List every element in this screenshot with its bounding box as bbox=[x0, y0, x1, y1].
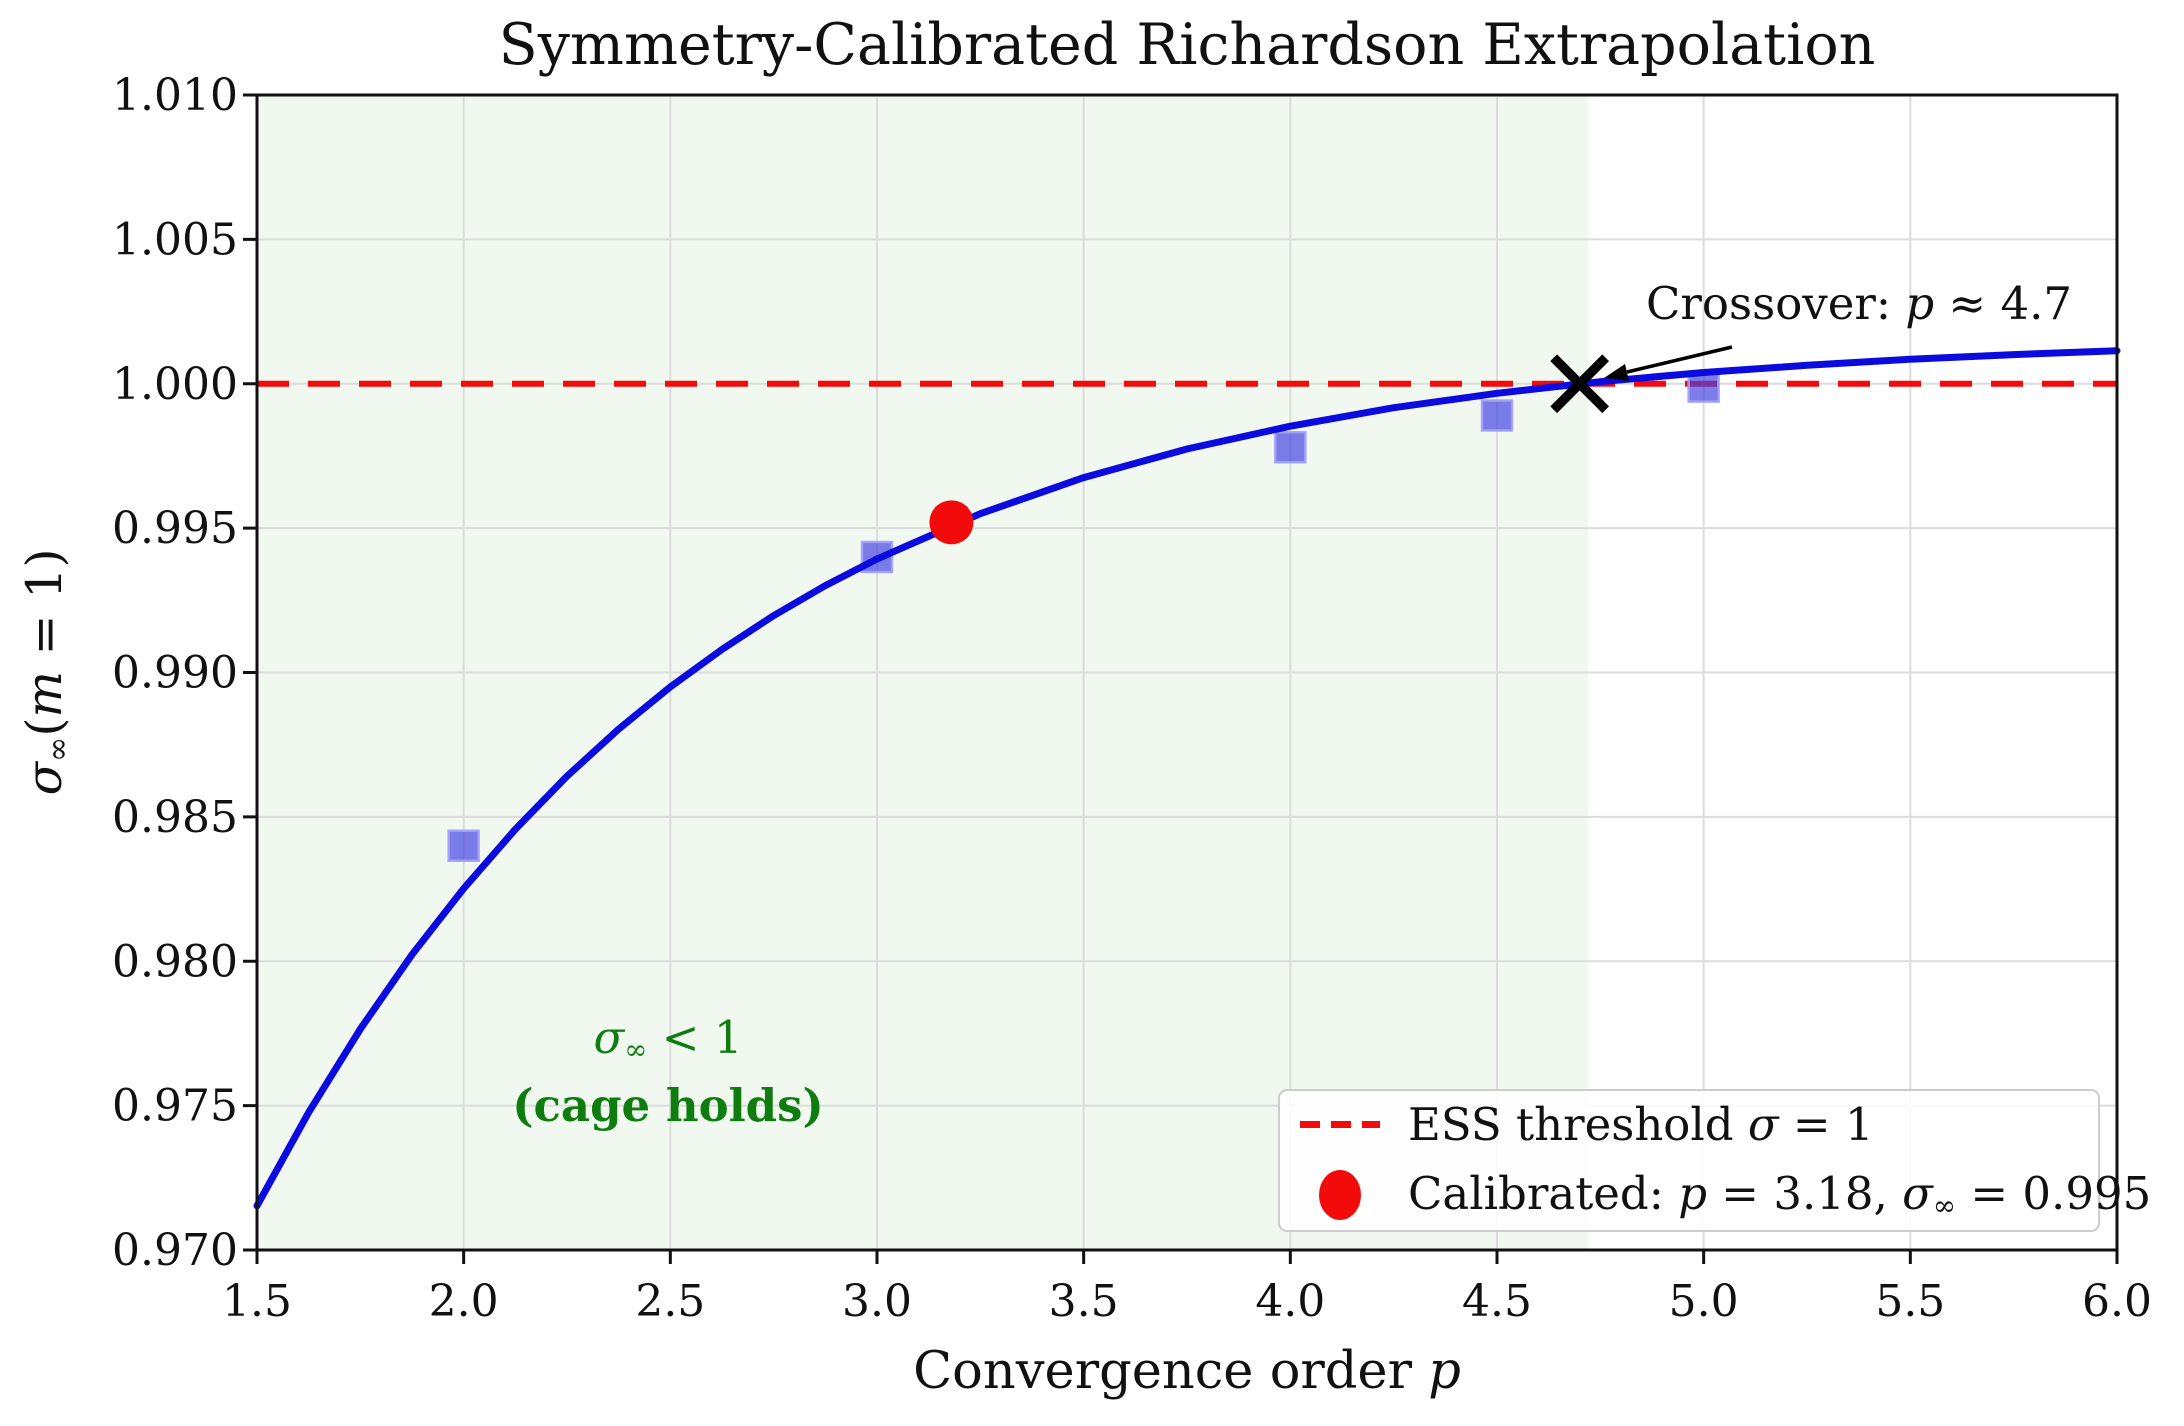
chart-title: Symmetry-Calibrated Richardson Extrapola… bbox=[498, 12, 1876, 78]
cage-lt-one: < 1 bbox=[647, 1011, 743, 1064]
x-tick-label: 5.5 bbox=[1875, 1276, 1945, 1327]
dashed-line-sample-icon bbox=[1300, 1121, 1380, 1129]
y-axis-label-infinity: ∞ bbox=[40, 736, 76, 762]
cage-annotation-line2: (cage holds) bbox=[512, 1079, 824, 1133]
x-axis-label: Convergence order p bbox=[913, 1342, 1461, 1401]
data-point-square bbox=[1480, 399, 1514, 432]
y-tick-label: 0.990 bbox=[112, 648, 238, 699]
y-axis-label-close: = 1) bbox=[16, 548, 74, 672]
y-axis-label: σ∞(m = 1) bbox=[16, 549, 76, 796]
annotation-arrow bbox=[1626, 345, 1733, 374]
circle-marker-sample-icon bbox=[1319, 1170, 1361, 1220]
crossover-annotation: Crossover: p ≈ 4.7 bbox=[1646, 277, 2072, 330]
legend-threshold-sigma: σ bbox=[1747, 1098, 1779, 1152]
legend-threshold-pre: ESS threshold bbox=[1408, 1098, 1748, 1152]
x-tick-label: 6.0 bbox=[2082, 1276, 2152, 1327]
cage-annotation-line1: σ∞ < 1 bbox=[512, 1010, 824, 1078]
y-tick-label: 0.995 bbox=[112, 503, 238, 554]
legend-entry-threshold: ESS threshold σ = 1 bbox=[1300, 1098, 2098, 1151]
cage-annotation: σ∞ < 1 (cage holds) bbox=[512, 1010, 824, 1134]
y-tick-label: 1.010 bbox=[112, 70, 238, 121]
x-tick-label: 5.0 bbox=[1669, 1276, 1739, 1327]
data-point-square bbox=[447, 829, 480, 862]
legend-calibrated-var: p bbox=[1678, 1167, 1707, 1221]
x-tick-label: 4.5 bbox=[1462, 1276, 1532, 1327]
y-tick-label: 0.980 bbox=[112, 936, 238, 987]
legend-entry-calibrated: Calibrated: p = 3.18, σ∞ = 0.995 bbox=[1300, 1167, 2151, 1223]
crossover-value: ≈ 4.7 bbox=[1934, 277, 2073, 330]
legend-calibrated-mid: = 3.18, bbox=[1707, 1167, 1903, 1221]
y-tick-label: 0.970 bbox=[112, 1225, 238, 1276]
y-tick-label: 0.975 bbox=[112, 1081, 238, 1132]
crossover-var: p bbox=[1905, 277, 1935, 330]
y-tick-label: 1.005 bbox=[112, 214, 238, 265]
crossover-text: Crossover: bbox=[1645, 277, 1906, 330]
legend-calibrated-infinity: ∞ bbox=[1932, 1189, 1957, 1223]
cage-infinity: ∞ bbox=[624, 1033, 648, 1067]
x-axis-label-var: p bbox=[1428, 1342, 1461, 1401]
crossover-x-marker bbox=[1550, 354, 1610, 414]
x-tick-label: 3.5 bbox=[1049, 1276, 1119, 1327]
legend-calibrated-post: = 0.995 bbox=[1956, 1167, 2152, 1221]
legend-threshold-label: ESS threshold σ = 1 bbox=[1408, 1098, 1874, 1151]
x-tick-label: 2.5 bbox=[635, 1276, 705, 1327]
legend: ESS threshold σ = 1 Calibrated: p = 3.18… bbox=[1278, 1089, 2151, 1232]
legend-calibrated-sigma: σ bbox=[1902, 1167, 1933, 1221]
legend-calibrated-label: Calibrated: p = 3.18, σ∞ = 0.995 bbox=[1408, 1167, 2151, 1222]
x-tick-label: 2.0 bbox=[429, 1276, 499, 1327]
y-axis-label-sigma: σ bbox=[16, 761, 74, 796]
x-tick-label: 1.5 bbox=[222, 1276, 292, 1327]
data-point-square bbox=[1274, 431, 1307, 464]
y-axis-label-var: m bbox=[16, 671, 74, 718]
y-tick-label: 0.985 bbox=[112, 792, 238, 843]
x-tick-label: 4.0 bbox=[1255, 1276, 1325, 1327]
cage-sigma: σ bbox=[593, 1011, 625, 1064]
calibrated-point bbox=[929, 500, 974, 545]
legend-calibrated-pre: Calibrated: bbox=[1408, 1167, 1679, 1221]
legend-threshold-post: = 1 bbox=[1778, 1098, 1874, 1152]
x-tick-label: 3.0 bbox=[842, 1276, 912, 1327]
x-axis-label-text: Convergence order bbox=[913, 1342, 1429, 1401]
y-axis-label-open: ( bbox=[16, 717, 74, 737]
annotation-arrowhead bbox=[1604, 364, 1629, 381]
y-tick-label: 1.000 bbox=[112, 359, 238, 410]
fit-curve bbox=[253, 347, 2121, 1210]
